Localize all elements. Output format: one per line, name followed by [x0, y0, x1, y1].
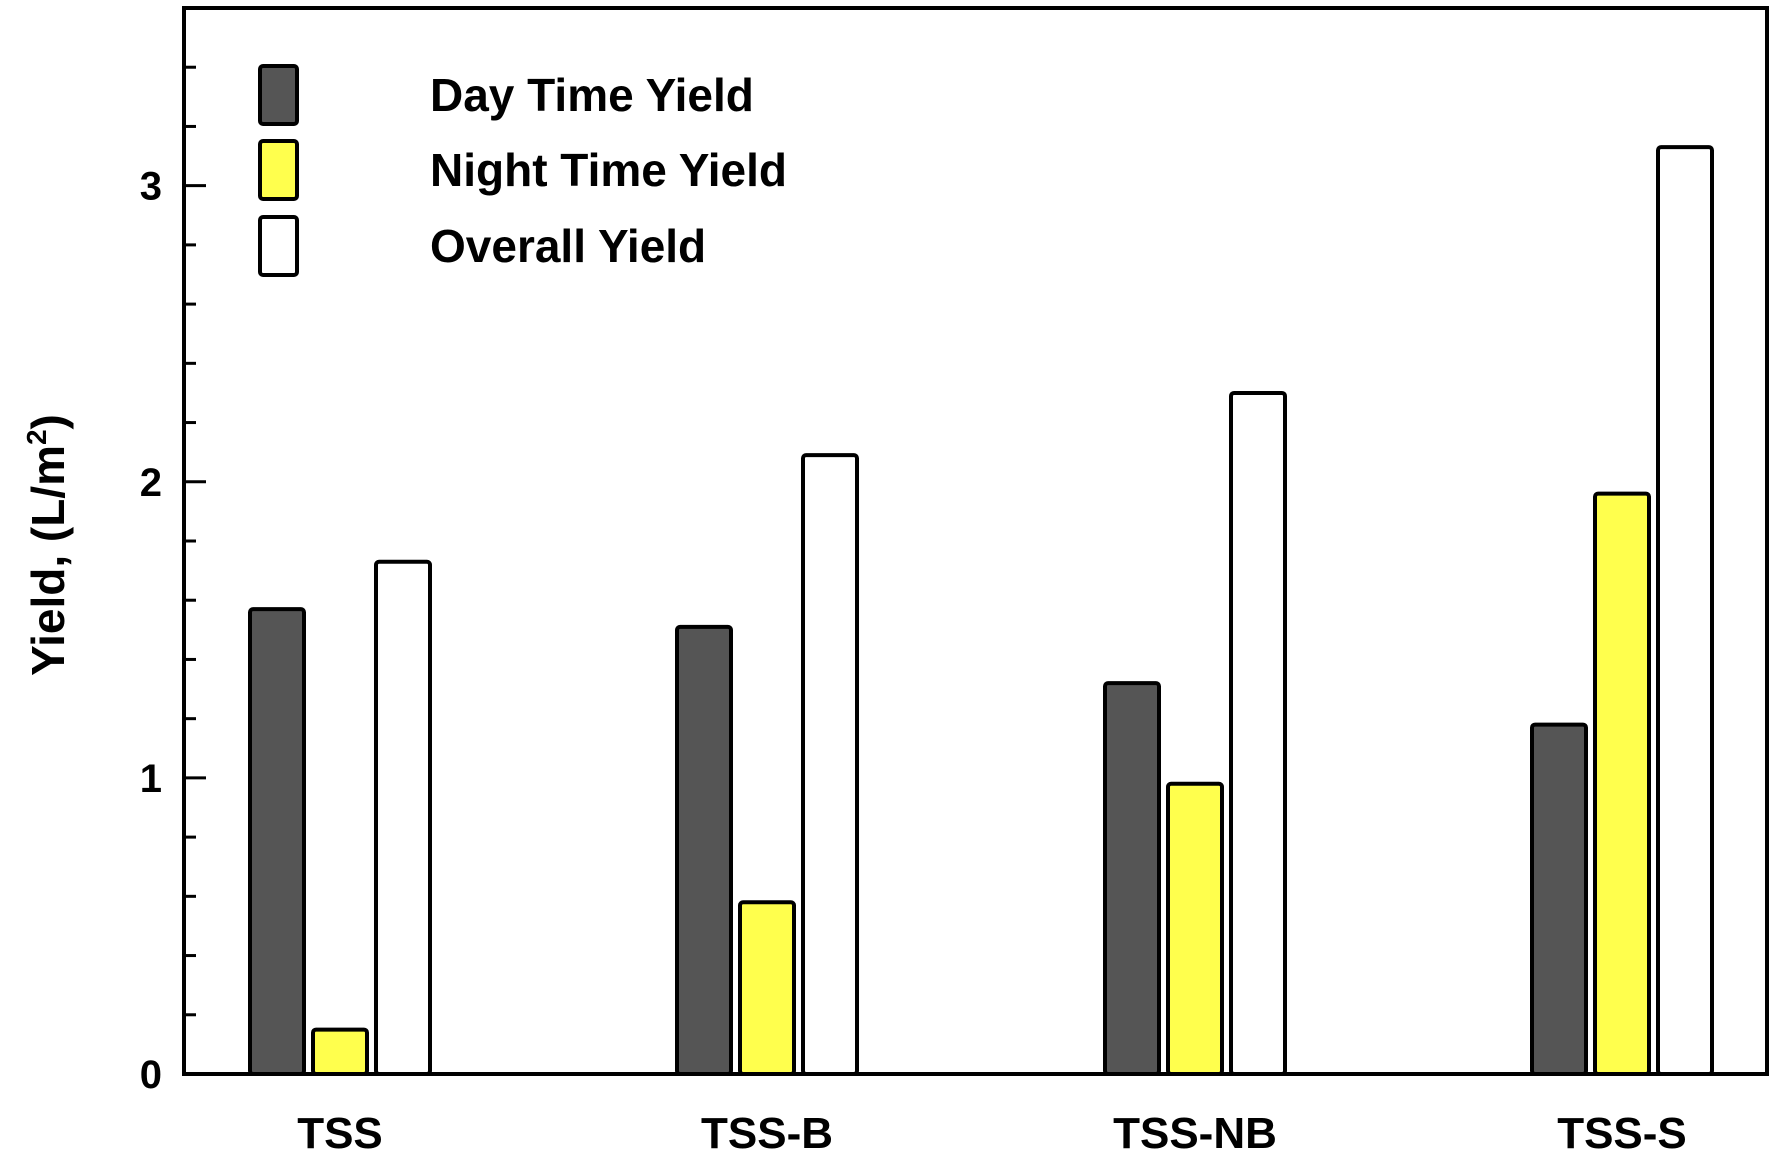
bar-night-time-yield-tss-b: [738, 900, 796, 1076]
y-axis-ticks: 0 1 2 3: [140, 6, 206, 1097]
bar-overall-yield-tss-s: [1656, 145, 1714, 1076]
y-axis-title-suffix: ): [22, 414, 74, 429]
bar-day-time-yield-tss-s: [1530, 722, 1588, 1076]
bar-night-time-yield-tss: [311, 1027, 369, 1077]
bar-night-time-yield-tss-s: [1593, 491, 1651, 1077]
y-axis-title-superscript: 2: [21, 429, 52, 445]
x-category-label: TSS-NB: [1113, 1109, 1277, 1154]
y-tick-label: 0: [140, 1053, 162, 1097]
legend-swatch: [258, 215, 299, 277]
x-category-label: TSS: [297, 1109, 383, 1154]
x-category-label: TSS-S: [1557, 1109, 1687, 1154]
bar-day-time-yield-tss: [248, 607, 306, 1076]
plot-frame: [182, 6, 1769, 1076]
bar-overall-yield-tss-nb: [1229, 390, 1287, 1076]
x-axis-category-labels: TSS TSS-B TSS-NB TSS-S: [297, 1109, 1687, 1154]
bar-overall-yield-tss: [374, 559, 432, 1076]
y-tick-label: 2: [140, 461, 162, 505]
bar-night-time-yield-tss-nb: [1166, 781, 1224, 1076]
x-category-label: TSS-B: [701, 1109, 833, 1154]
bar-day-time-yield-tss-nb: [1103, 681, 1161, 1077]
y-tick-label: 3: [140, 165, 162, 209]
legend-label: Overall Yield: [430, 220, 706, 272]
legend-label: Day Time Yield: [430, 69, 754, 121]
legend-swatch: [258, 139, 299, 201]
legend-label: Night Time Yield: [430, 144, 787, 196]
bar-overall-yield-tss-b: [801, 453, 859, 1076]
y-axis-title-main: Yield, (L/m: [22, 445, 74, 676]
y-axis-title: Yield, (L/m2): [21, 414, 74, 676]
y-tick-label: 1: [140, 757, 162, 801]
legend: Day Time Yield Night Time Yield Overall Yi…: [258, 64, 787, 277]
bar-day-time-yield-tss-b: [675, 624, 733, 1076]
bars: [248, 145, 1714, 1077]
legend-swatch: [258, 64, 299, 126]
